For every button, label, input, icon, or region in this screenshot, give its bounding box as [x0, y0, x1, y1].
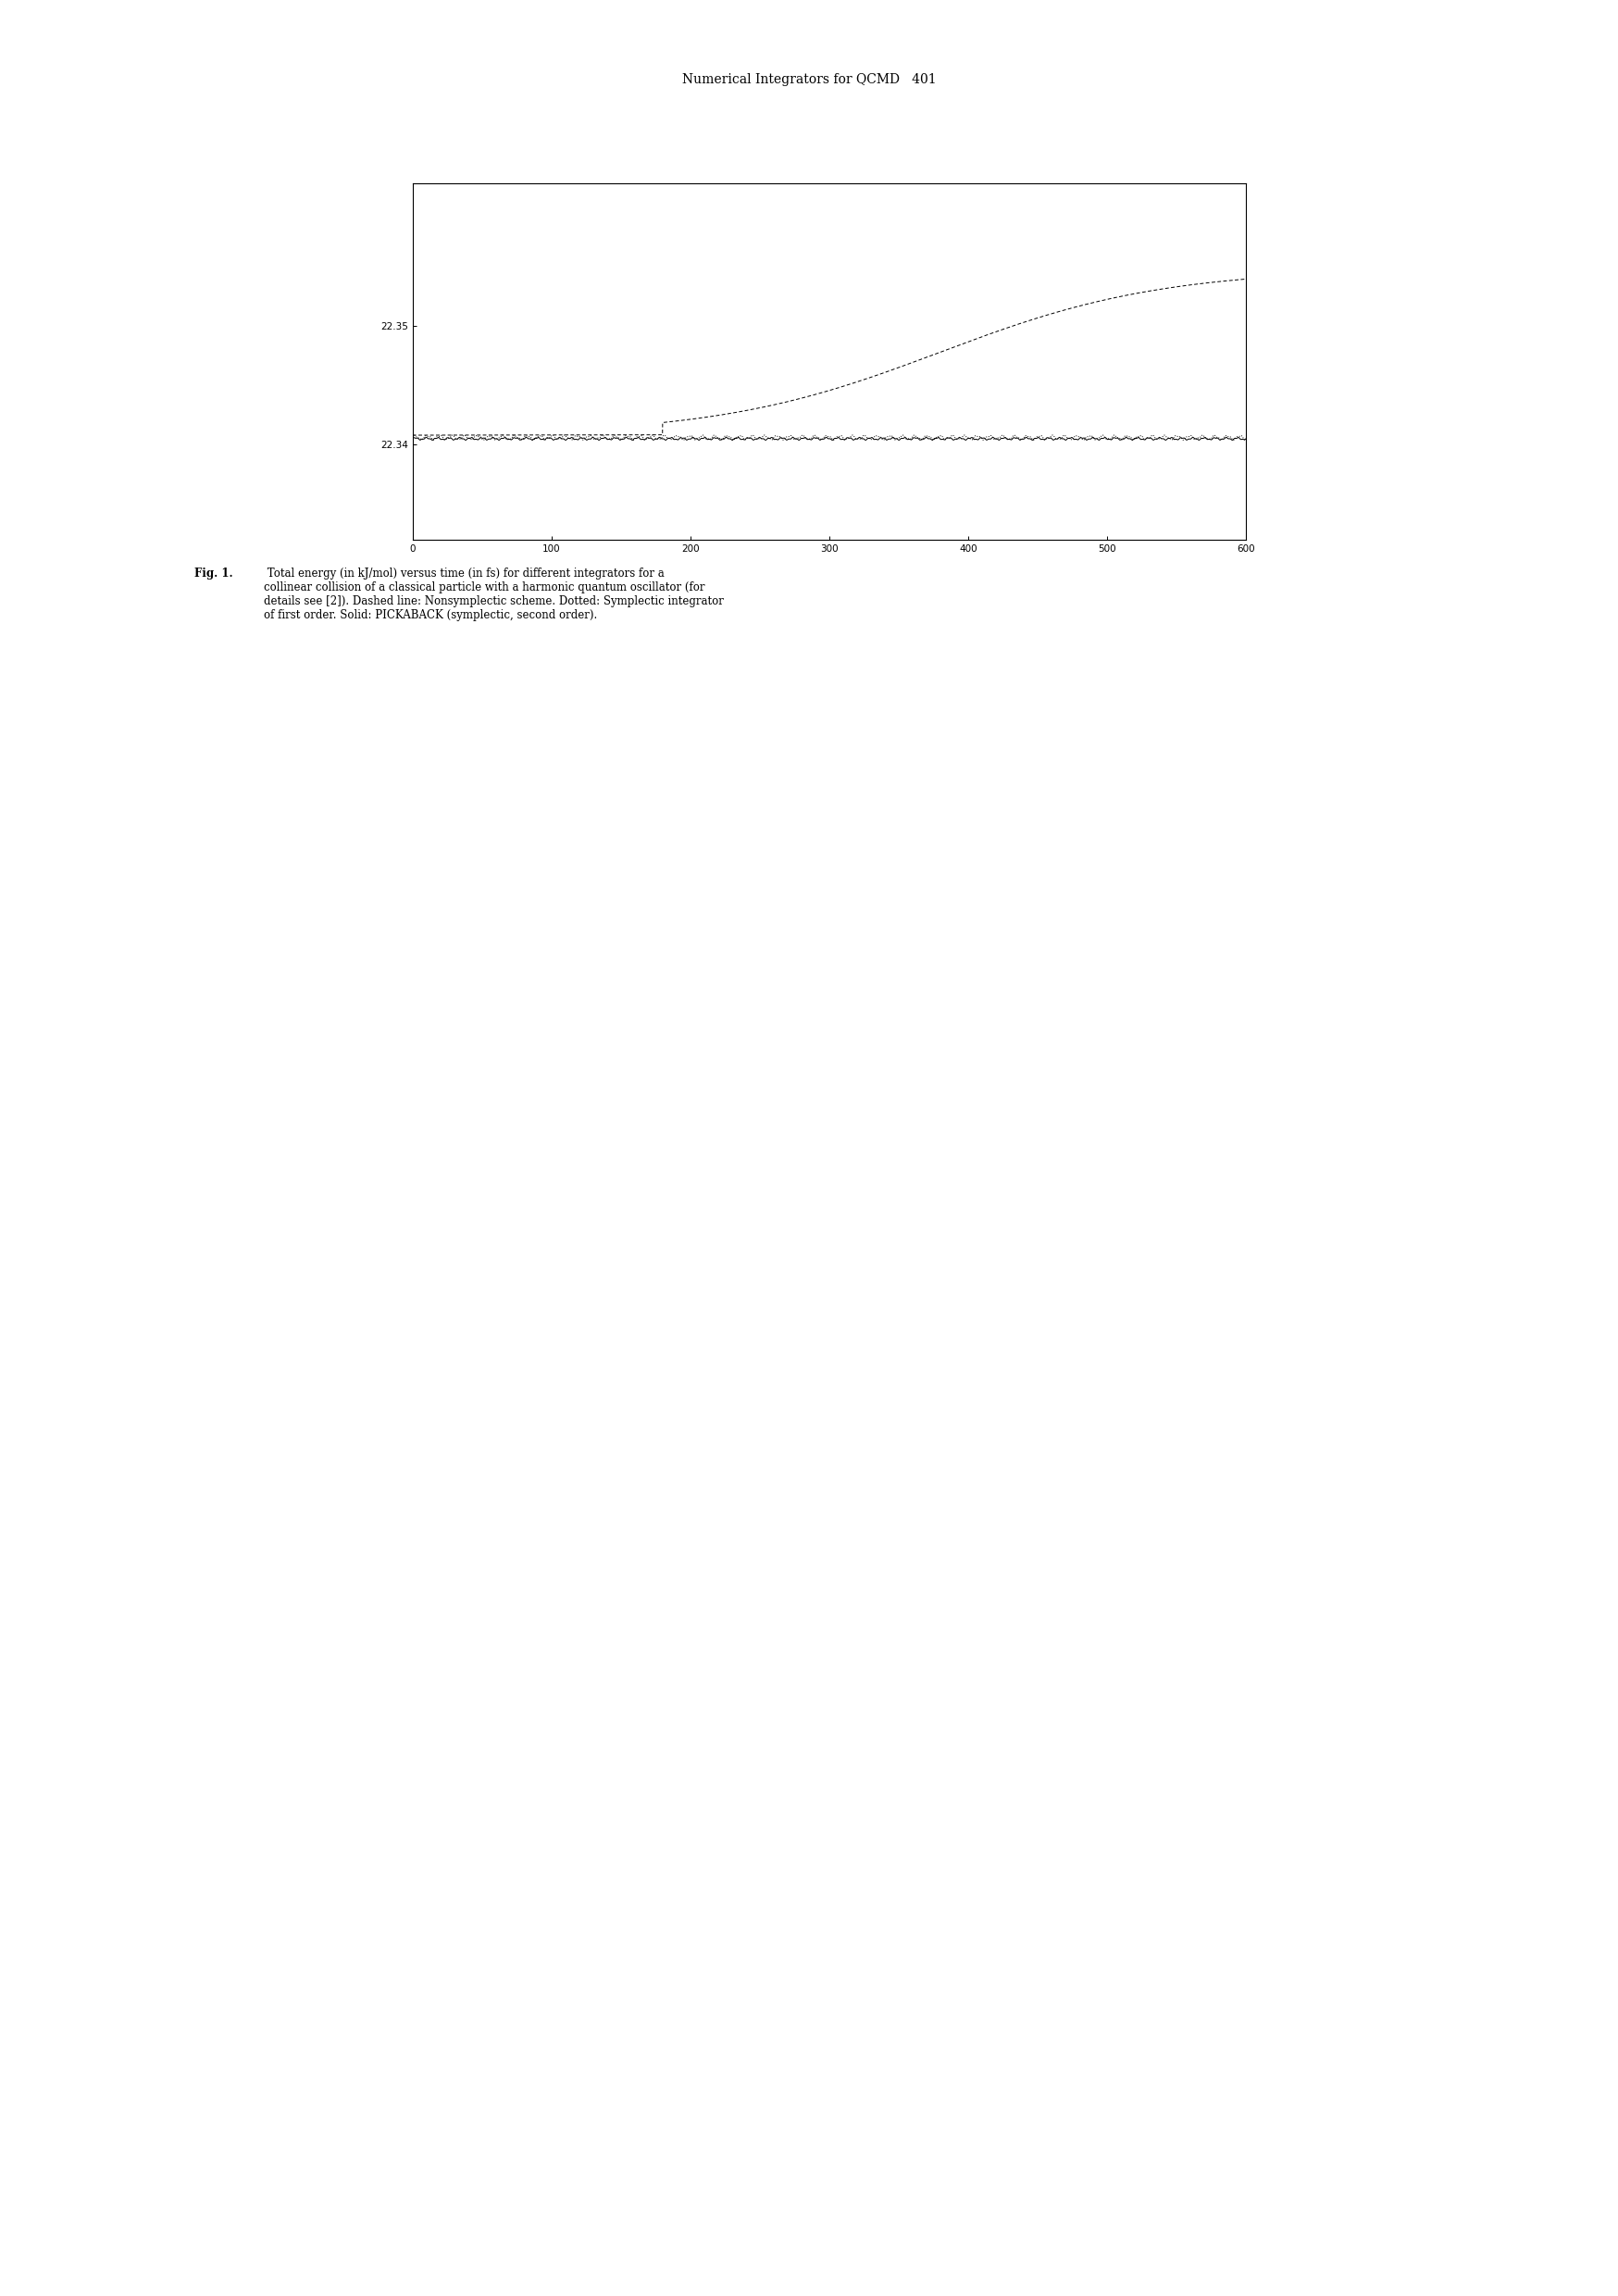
Text: Numerical Integrators for QCMD   401: Numerical Integrators for QCMD 401 [681, 73, 937, 87]
Text: Fig. 1.: Fig. 1. [194, 567, 233, 579]
Text: Total energy (in kJ/mol) versus time (in fs) for different integrators for a
col: Total energy (in kJ/mol) versus time (in… [264, 567, 723, 620]
